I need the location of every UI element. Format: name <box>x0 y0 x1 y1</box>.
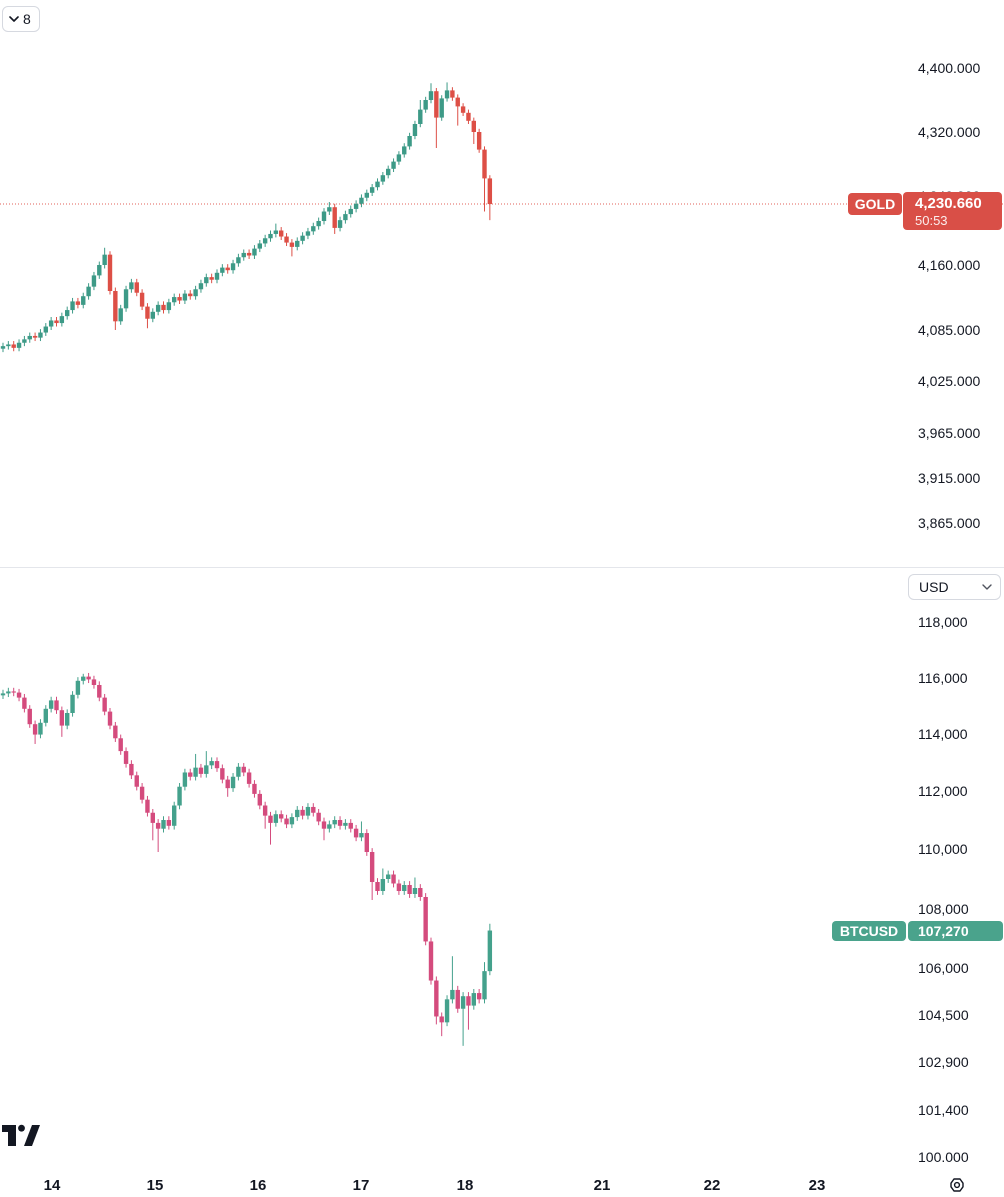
time-axis-tick: 23 <box>808 1177 826 1194</box>
price-axis-tick: 3,965.000 <box>918 425 981 441</box>
price-axis-tick: 4,320.000 <box>918 124 981 140</box>
price-axis-tick: 4,400.000 <box>918 60 981 76</box>
price-axis-tick: 3,915.000 <box>918 470 981 486</box>
btc-symbol-tag: BTCUSD <box>832 920 906 941</box>
time-axis-tick: 21 <box>593 1177 611 1194</box>
time-axis-tick: 16 <box>249 1177 267 1194</box>
price-axis-tick: 4,085.000 <box>918 322 981 338</box>
object-count-label: 8 <box>23 11 31 27</box>
price-axis-tick: 4,025.000 <box>918 373 981 389</box>
price-axis-tick: 118,000 <box>918 614 968 630</box>
gold-countdown-timer: 50:53 <box>915 213 948 229</box>
chevron-down-icon <box>982 583 992 591</box>
gold-price-label: 4,230.660 50:53 <box>903 192 1002 231</box>
price-axis-tick: 100.000 <box>918 1149 969 1165</box>
price-axis-tick: 112,000 <box>918 783 968 799</box>
gold-symbol-tag: GOLD <box>848 193 902 216</box>
time-axis-tick: 17 <box>352 1177 370 1194</box>
price-axis-tick: 104,500 <box>918 1007 969 1023</box>
price-axis-tick: 110,000 <box>918 841 968 857</box>
price-axis-tick: 116,000 <box>918 670 968 686</box>
time-axis-tick: 18 <box>456 1177 474 1194</box>
time-axis-tick: 14 <box>43 1177 61 1194</box>
btc-price-label: 107,270 <box>908 920 1003 941</box>
currency-unit-value: USD <box>919 579 949 595</box>
pane-divider <box>0 567 1004 568</box>
time-axis-settings-gear-icon[interactable] <box>946 1174 968 1196</box>
chevron-down-icon <box>9 15 19 23</box>
price-axis-tick: 106,000 <box>918 960 969 976</box>
price-axis-tick: 4,160.000 <box>918 257 981 273</box>
time-axis-tick: 22 <box>703 1177 721 1194</box>
time-axis-tick: 15 <box>146 1177 164 1194</box>
gold-last-price: 4,230.660 <box>915 195 982 213</box>
btc-last-price: 107,270 <box>918 922 969 939</box>
price-axis-tick: 102,900 <box>918 1054 969 1070</box>
price-axis-tick: 101,400 <box>918 1102 969 1118</box>
price-axis-tick: 114,000 <box>918 726 968 742</box>
object-count-chip[interactable]: 8 <box>2 6 40 32</box>
price-axis-tick: 108,000 <box>918 901 969 917</box>
price-axis-tick: 3,865.000 <box>918 515 981 531</box>
tradingview-logo[interactable] <box>2 1123 40 1148</box>
currency-unit-select[interactable]: USD <box>908 574 1001 600</box>
